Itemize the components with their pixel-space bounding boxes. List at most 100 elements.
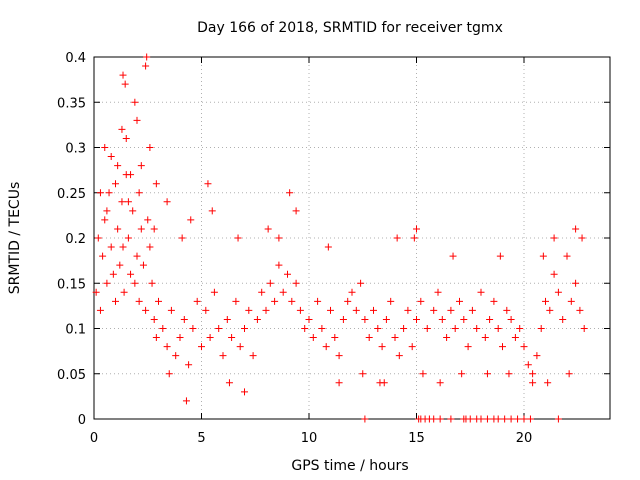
data-point <box>524 361 532 369</box>
data-point <box>198 343 205 351</box>
data-point <box>572 279 580 287</box>
data-point <box>288 297 296 305</box>
data-point <box>546 306 554 314</box>
data-point <box>456 297 463 305</box>
data-point <box>344 297 352 305</box>
data-point <box>526 415 534 423</box>
data-point <box>447 415 455 423</box>
data-point <box>210 288 218 296</box>
data-point <box>150 315 158 323</box>
data-point <box>143 53 151 61</box>
data-point <box>578 234 586 242</box>
data-point <box>185 361 193 369</box>
data-point <box>529 379 537 387</box>
data-point <box>529 370 537 378</box>
data-point <box>176 334 184 342</box>
data-point <box>249 352 257 360</box>
data-point <box>127 270 135 278</box>
data-point <box>219 352 227 360</box>
data-point <box>107 153 115 161</box>
data-point <box>232 297 240 305</box>
data-point <box>436 379 444 387</box>
data-point <box>516 325 524 332</box>
data-point <box>477 415 485 423</box>
data-point <box>292 207 300 215</box>
data-point <box>477 288 485 296</box>
data-point <box>202 306 210 314</box>
data-point <box>413 225 420 233</box>
x-tick-label: 10 <box>301 431 318 446</box>
data-point <box>423 325 431 332</box>
data-point <box>129 207 137 215</box>
data-point <box>410 234 418 242</box>
data-point <box>314 297 322 305</box>
data-point <box>253 315 261 323</box>
data-point <box>436 415 444 423</box>
data-point <box>466 415 474 423</box>
data-point <box>96 306 104 314</box>
data-point <box>572 225 580 233</box>
data-point <box>296 306 304 314</box>
data-point <box>122 134 130 142</box>
data-point <box>565 370 573 378</box>
data-point <box>322 343 330 351</box>
data-point <box>109 270 117 278</box>
data-point <box>124 234 132 242</box>
data-point <box>503 306 511 314</box>
data-point <box>447 306 455 314</box>
data-point <box>539 252 547 260</box>
data-point <box>413 315 420 323</box>
data-point <box>228 334 236 342</box>
y-tick-label: 0.3 <box>65 142 86 157</box>
data-point <box>146 144 154 151</box>
data-point <box>225 379 233 387</box>
data-point <box>438 315 446 323</box>
data-point <box>374 325 382 332</box>
data-point <box>395 352 403 360</box>
data-point <box>262 306 270 314</box>
data-point <box>133 116 141 124</box>
data-point <box>494 415 502 423</box>
data-point <box>258 288 266 296</box>
data-point <box>163 343 171 351</box>
data-point <box>550 270 558 278</box>
data-point <box>483 370 491 378</box>
plot-frame <box>93 56 611 420</box>
data-point <box>542 297 549 305</box>
data-point <box>380 379 388 387</box>
data-point <box>382 315 390 323</box>
data-point <box>131 279 139 287</box>
y-tick-label: 0.15 <box>57 277 86 292</box>
data-point <box>559 315 567 323</box>
data-point <box>451 325 459 332</box>
data-point <box>236 343 244 351</box>
data-point <box>180 315 188 323</box>
data-point <box>460 315 468 323</box>
data-point <box>120 288 128 296</box>
data-point <box>241 388 248 396</box>
data-point <box>107 243 115 251</box>
data-point <box>206 334 214 342</box>
y-tick-label: 0.2 <box>65 232 86 247</box>
data-point <box>335 379 343 387</box>
chart-title: Day 166 of 2018, SRMTID for receiver tgm… <box>197 20 503 36</box>
data-point <box>359 370 367 378</box>
data-point <box>142 62 150 70</box>
data-point <box>155 297 162 305</box>
data-point <box>112 297 119 305</box>
data-point <box>215 325 223 332</box>
data-point <box>533 352 541 360</box>
data-point <box>550 234 558 242</box>
data-point <box>234 234 242 242</box>
data-point <box>348 288 356 296</box>
data-point <box>116 261 124 269</box>
data-point <box>165 370 173 378</box>
data-point <box>443 334 451 342</box>
data-point <box>144 216 152 224</box>
data-point <box>419 370 427 378</box>
data-point <box>187 216 195 224</box>
scatter-points <box>92 53 588 423</box>
data-point <box>112 180 119 188</box>
data-point <box>378 343 386 351</box>
axis-ticks: 0 5 10 15 20 0 0.05 0.1 0.15 0.2 0.25 0.3 0.35 0.4 <box>57 51 610 446</box>
